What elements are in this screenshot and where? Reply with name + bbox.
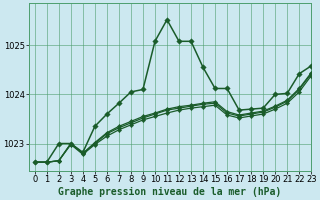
X-axis label: Graphe pression niveau de la mer (hPa): Graphe pression niveau de la mer (hPa) — [58, 186, 282, 197]
